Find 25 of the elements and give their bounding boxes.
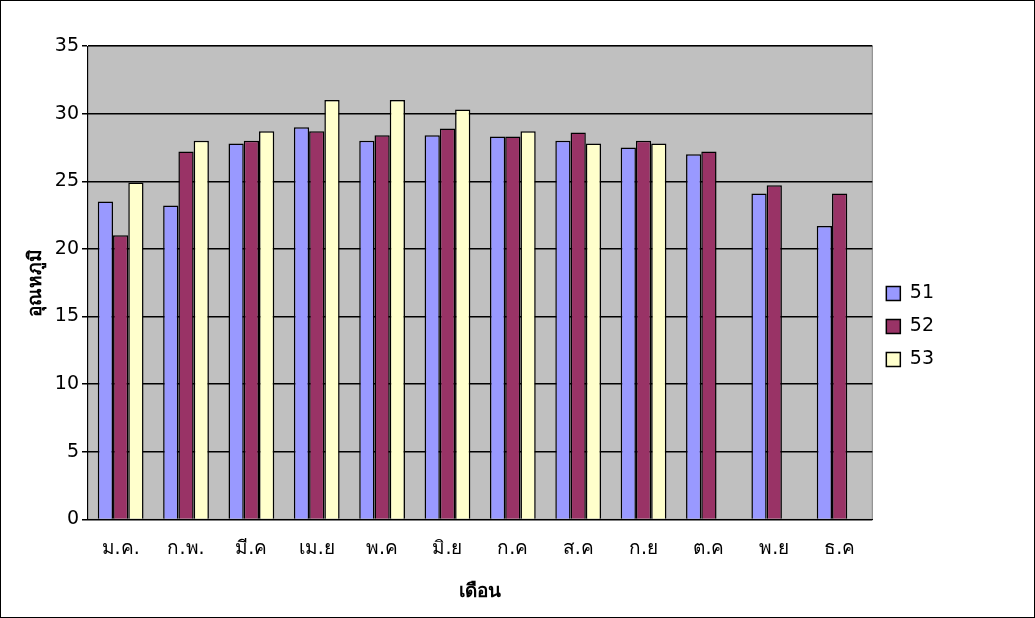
y-tick-label: 10	[54, 371, 79, 394]
y-tick-label: 0	[66, 506, 79, 529]
legend-label: 52	[909, 313, 935, 336]
x-tick-label: ก.ย	[629, 535, 659, 558]
y-tick-label: 5	[66, 438, 79, 461]
y-tick-label: 30	[54, 100, 79, 123]
x-tick-label: พ.ย	[759, 535, 790, 558]
x-tick-label: ก.ค	[497, 535, 529, 558]
legend-label: 53	[909, 346, 935, 369]
legend-label: 51	[909, 280, 935, 303]
x-tick-label: ธ.ค	[824, 535, 856, 558]
x-tick-label: พ.ค	[366, 535, 399, 558]
y-tick-label: 20	[54, 235, 79, 258]
x-tick-label: เม.ย	[298, 535, 335, 558]
y-axis-title: อุณหภูมิ	[23, 248, 48, 317]
y-tick-label: 15	[54, 303, 79, 326]
x-tick-label: ต.ค	[693, 535, 725, 558]
x-tick-label: ก.พ.	[167, 535, 205, 558]
y-tick-label: 25	[54, 168, 79, 191]
x-tick-label: มิ.ย	[432, 535, 463, 558]
x-tick-label: ส.ค	[562, 535, 594, 558]
x-tick-label: มี.ค	[235, 535, 268, 558]
y-tick-label: 35	[54, 32, 79, 55]
x-tick-label: ม.ค.	[101, 535, 140, 558]
x-axis-title: เดือน	[459, 578, 502, 601]
